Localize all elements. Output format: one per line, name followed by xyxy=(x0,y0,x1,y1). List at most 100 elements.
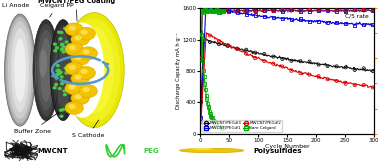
Point xyxy=(361,9,367,11)
Point xyxy=(370,86,376,89)
Circle shape xyxy=(71,92,89,105)
Point xyxy=(297,18,304,20)
Point xyxy=(325,8,331,11)
Point xyxy=(217,125,223,128)
Text: C/5 rate: C/5 rate xyxy=(345,13,369,18)
Point xyxy=(361,23,367,26)
Point xyxy=(212,122,218,125)
Point xyxy=(201,75,207,77)
Point xyxy=(361,8,367,11)
Point xyxy=(212,10,218,12)
Circle shape xyxy=(55,84,57,86)
Point xyxy=(297,72,304,74)
Point xyxy=(218,9,224,12)
Circle shape xyxy=(64,94,66,96)
Point xyxy=(361,9,367,12)
Point xyxy=(211,119,217,122)
Point xyxy=(207,9,213,12)
Circle shape xyxy=(74,94,82,99)
Point xyxy=(200,59,206,62)
Point xyxy=(216,8,222,11)
Point xyxy=(297,10,304,13)
Circle shape xyxy=(74,35,82,40)
Text: S Cathode: S Cathode xyxy=(72,120,104,138)
Point xyxy=(207,9,213,12)
Point xyxy=(205,10,211,13)
Point xyxy=(352,84,358,86)
Point xyxy=(252,57,258,59)
Point xyxy=(212,122,218,125)
Point xyxy=(217,9,223,12)
Point xyxy=(316,9,322,12)
Circle shape xyxy=(55,77,58,79)
Point xyxy=(213,8,219,11)
Ellipse shape xyxy=(11,28,29,112)
Ellipse shape xyxy=(5,14,36,126)
Point xyxy=(209,117,215,119)
Circle shape xyxy=(59,38,62,40)
Point xyxy=(205,105,211,108)
Point xyxy=(219,126,225,129)
Point xyxy=(252,51,258,54)
Point xyxy=(297,8,304,11)
Point xyxy=(361,67,367,70)
Point xyxy=(261,53,267,55)
Point xyxy=(279,17,285,20)
Point xyxy=(288,19,294,21)
Point xyxy=(204,10,210,12)
Point xyxy=(270,16,276,19)
Point xyxy=(334,10,340,12)
Point xyxy=(252,14,258,16)
Point xyxy=(307,20,313,23)
Point xyxy=(279,9,285,11)
Circle shape xyxy=(81,69,88,74)
Point xyxy=(217,9,223,11)
Point xyxy=(225,9,231,11)
Point xyxy=(307,9,313,11)
Point xyxy=(216,43,222,45)
Circle shape xyxy=(79,47,98,60)
Circle shape xyxy=(61,44,64,46)
Point xyxy=(214,124,220,126)
Point xyxy=(325,9,331,12)
Circle shape xyxy=(81,30,88,35)
Point xyxy=(325,21,331,24)
Point xyxy=(201,9,207,12)
Circle shape xyxy=(56,74,59,75)
Ellipse shape xyxy=(64,13,124,128)
Circle shape xyxy=(53,87,56,89)
Point xyxy=(234,47,240,50)
Ellipse shape xyxy=(8,21,32,119)
Point xyxy=(215,125,221,128)
Circle shape xyxy=(56,70,59,72)
Ellipse shape xyxy=(37,30,55,111)
Point xyxy=(209,10,215,13)
Ellipse shape xyxy=(40,38,52,102)
Ellipse shape xyxy=(74,27,114,114)
Point xyxy=(216,11,222,14)
Circle shape xyxy=(57,69,60,71)
Point xyxy=(215,10,221,12)
Circle shape xyxy=(65,82,83,95)
Point xyxy=(215,125,221,128)
Circle shape xyxy=(65,43,83,56)
Point xyxy=(216,125,222,128)
Point xyxy=(208,9,214,12)
Point xyxy=(219,9,225,12)
Point xyxy=(198,57,204,60)
Point xyxy=(198,121,204,123)
Point xyxy=(234,11,240,14)
Circle shape xyxy=(61,49,64,51)
Point xyxy=(204,9,211,12)
Point xyxy=(201,11,207,14)
Point xyxy=(261,9,267,12)
Point xyxy=(220,10,226,13)
Point xyxy=(234,9,240,12)
Point xyxy=(225,9,231,12)
Circle shape xyxy=(65,102,83,114)
Point xyxy=(212,9,218,11)
Circle shape xyxy=(68,65,76,70)
Point xyxy=(209,116,215,119)
Point xyxy=(270,62,276,65)
Point xyxy=(202,8,208,11)
